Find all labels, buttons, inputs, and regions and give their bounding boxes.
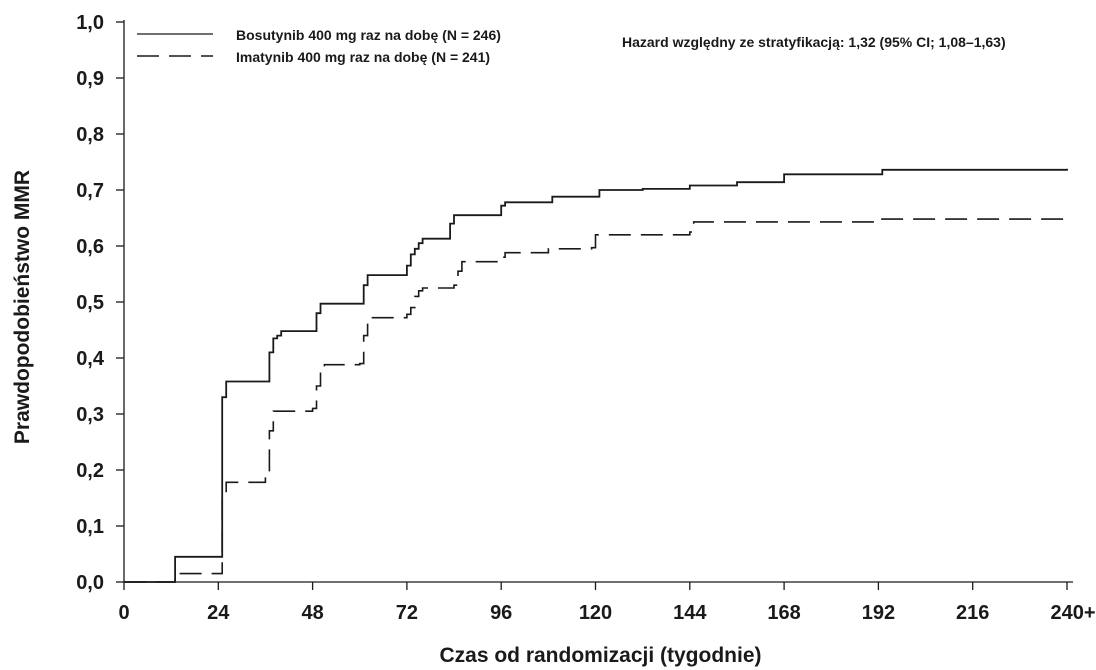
y-tick-label: 0,1 <box>76 516 104 538</box>
x-axis-title: Czas od randomizacji (tygodnie) <box>439 644 761 667</box>
x-tick-label: 192 <box>862 602 895 624</box>
x-tick-label: 24 <box>207 602 230 624</box>
series-line-bosutinib <box>124 168 1068 583</box>
x-tick-label: 144 <box>673 602 707 624</box>
y-tick-label: 1,0 <box>76 12 104 34</box>
y-axis-title: Prawdopodobieństwo MMR <box>11 170 34 444</box>
x-tick-label: 0 <box>118 602 129 624</box>
legend: Bosutynib 400 mg raz na dobę (N = 246) I… <box>137 27 501 65</box>
y-axis-ticks: 0,0 0,1 0,2 0,3 0,4 0,5 0,6 0,7 0,8 0,9 1,0 <box>76 12 124 594</box>
y-tick-label: 0,3 <box>76 404 104 426</box>
x-axis-ticks: 0 24 48 72 96 120 144 168 192 216 240+ <box>118 582 1096 624</box>
hazard-ratio-annotation: Hazard względny ze stratyfikacją: 1,32 (… <box>622 34 1006 50</box>
series-line-imatinib <box>124 214 1068 583</box>
y-tick-label: 0,9 <box>76 68 104 90</box>
x-tick-label: 216 <box>956 602 989 624</box>
x-tick-label: 240+ <box>1050 602 1095 624</box>
x-tick-label: 72 <box>396 602 418 624</box>
legend-label-imatinib: Imatynib 400 mg raz na dobę (N = 241) <box>236 49 490 65</box>
y-tick-label: 0,5 <box>76 292 104 314</box>
x-tick-label: 168 <box>767 602 800 624</box>
y-tick-label: 0,8 <box>76 124 104 146</box>
y-tick-label: 0,6 <box>76 236 104 258</box>
legend-label-bosutinib: Bosutynib 400 mg raz na dobę (N = 246) <box>236 27 501 43</box>
y-tick-label: 0,2 <box>76 460 104 482</box>
x-tick-label: 96 <box>490 602 512 624</box>
x-tick-label: 120 <box>579 602 612 624</box>
y-tick-label: 0,0 <box>76 572 104 594</box>
y-tick-label: 0,4 <box>76 348 105 370</box>
plot-area: 0,0 0,1 0,2 0,3 0,4 0,5 0,6 0,7 0,8 0,9 1,0 0 24 48 7… <box>76 12 1095 624</box>
y-tick-label: 0,7 <box>76 180 104 202</box>
series-layer <box>124 168 1068 583</box>
x-tick-label: 48 <box>301 602 323 624</box>
